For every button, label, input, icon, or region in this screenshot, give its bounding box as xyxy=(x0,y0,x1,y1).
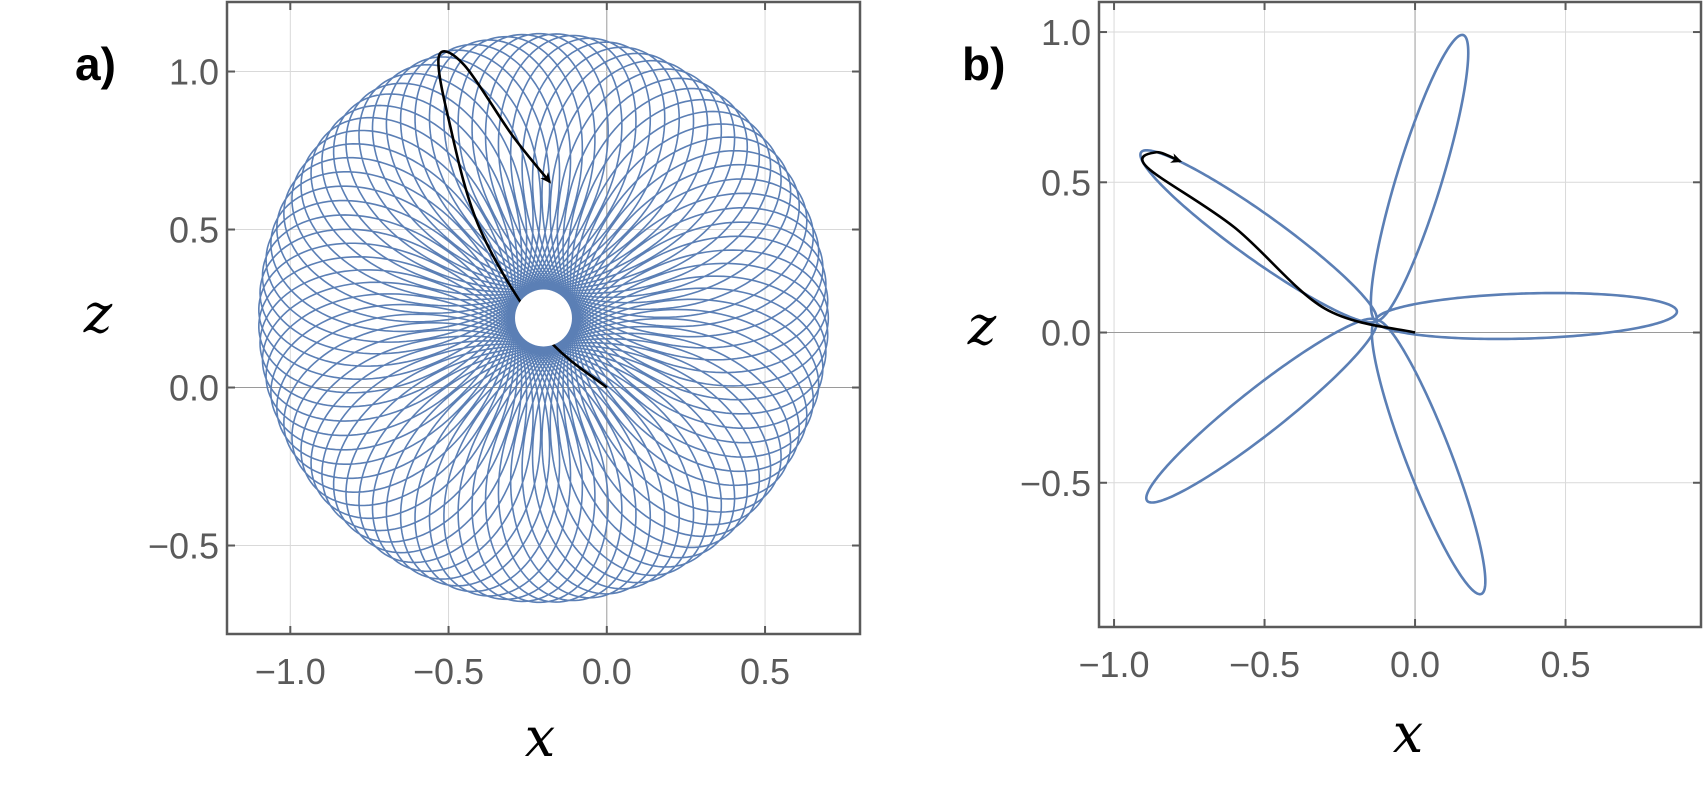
panel-a-x-axis-title: x xyxy=(525,706,555,769)
central-hole xyxy=(515,289,572,347)
panel-a-plot-area xyxy=(258,32,830,604)
y-tick-label: −0.5 xyxy=(1020,463,1091,504)
panel-a-label: a) xyxy=(75,38,116,90)
x-tick-label: −0.5 xyxy=(1229,644,1300,685)
panel-a-y-axis-title: z xyxy=(83,282,113,345)
y-tick-label: 1.0 xyxy=(169,52,219,93)
panel-a-frame xyxy=(225,0,862,636)
x-tick-label: 0.0 xyxy=(1390,644,1440,685)
panel-b-frame xyxy=(1097,0,1703,629)
panel-b-ticks: −1.0 −0.5 0.0 0.5 −0.5 0.0 0.5 1.0 xyxy=(1020,2,1701,685)
x-tick-label: −0.5 xyxy=(413,651,484,692)
chart-panel-b: b) −1.0 −0.5 0.0 0.5 −0.5 0.0 0.5 1.0 x z xyxy=(962,0,1703,765)
y-tick-label: 0.0 xyxy=(169,368,219,409)
panel-b-y-axis-title: z xyxy=(967,294,997,357)
orbit-petal xyxy=(1145,317,1379,504)
x-tick-label: −1.0 xyxy=(1079,644,1150,685)
x-tick-label: −1.0 xyxy=(255,651,326,692)
panel-b-x-axis-title: x xyxy=(1393,702,1423,765)
panel-b-grid xyxy=(1099,2,1701,627)
first-orbit-arrow xyxy=(1141,150,1416,334)
y-tick-label: 1.0 xyxy=(1041,12,1091,53)
panel-b-label: b) xyxy=(962,38,1005,90)
x-tick-label: 0.5 xyxy=(740,651,790,692)
y-tick-label: 0.0 xyxy=(1041,313,1091,354)
orbit-petal xyxy=(1369,33,1470,322)
y-tick-label: −0.5 xyxy=(148,526,219,567)
panel-b-plot-area xyxy=(1139,33,1679,596)
orbit-petal xyxy=(1370,318,1487,596)
y-tick-label: 0.5 xyxy=(1041,162,1091,203)
x-tick-label: 0.0 xyxy=(582,651,632,692)
panel-a-ticks: −1.0 −0.5 0.0 0.5 −0.5 0.0 0.5 1.0 xyxy=(148,2,860,692)
y-tick-label: 0.5 xyxy=(169,210,219,251)
orbit-petal xyxy=(1139,148,1378,324)
chart-panel-a: a) −1.0 −0.5 0.0 0.5 −0.5 0.0 0.5 1.0 x z xyxy=(75,0,862,769)
x-tick-label: 0.5 xyxy=(1541,644,1591,685)
